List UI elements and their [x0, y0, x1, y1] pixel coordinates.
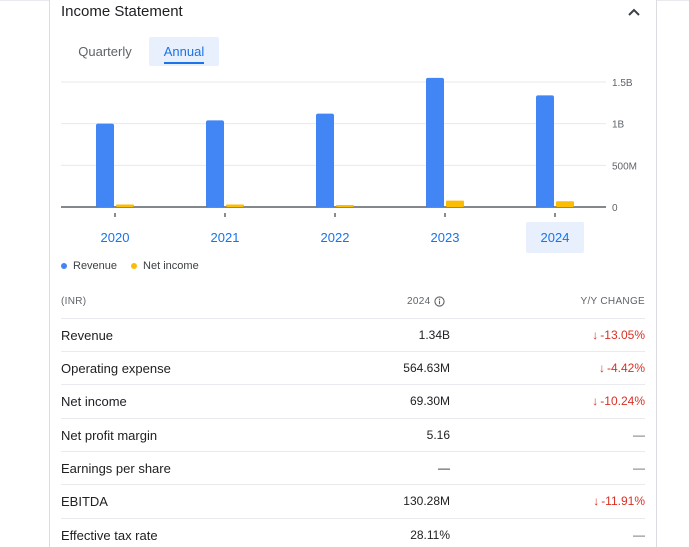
row-change-value: -13.05%: [600, 328, 645, 342]
table-header: (INR) 2024 Y/Y CHANGE: [61, 296, 645, 310]
row-label: EBITDA: [61, 494, 108, 509]
revenue-bar[interactable]: [316, 113, 334, 207]
table-row: EBITDA 130.28M ↓ -11.91%: [61, 484, 645, 517]
row-label: Earnings per share: [61, 461, 171, 476]
y-tick-label: 500M: [612, 161, 637, 172]
tab-annual[interactable]: Annual: [149, 37, 219, 66]
row-change: —: [633, 461, 645, 475]
row-label: Net profit margin: [61, 428, 158, 443]
row-label: Revenue: [61, 328, 114, 343]
year-label: 2024: [540, 230, 570, 245]
info-icon[interactable]: [434, 296, 446, 307]
net-income-bar[interactable]: [446, 200, 464, 207]
row-value: 564.63M: [403, 361, 450, 375]
active-tab-indicator: [164, 62, 204, 64]
year-button-2022[interactable]: 2022: [306, 222, 364, 253]
arrow-down-icon: ↓: [592, 328, 599, 342]
row-change: ↓ -11.91%: [593, 494, 645, 508]
net-income-bar[interactable]: [226, 204, 244, 208]
y-tick-label: 0: [612, 203, 618, 214]
row-change-value: —: [633, 428, 645, 442]
legend-net-income-label: Net income: [143, 260, 199, 272]
year-label: 2023: [430, 230, 460, 245]
legend-net-income: Net income: [131, 260, 199, 272]
y-tick-label: 1.5B: [612, 78, 633, 89]
row-change: ↓ -10.24%: [592, 394, 645, 408]
row-change-value: -4.42%: [606, 361, 645, 375]
year-label: 2022: [320, 230, 350, 245]
collapse-button[interactable]: [624, 5, 644, 19]
revenue-bar[interactable]: [426, 77, 444, 207]
chevron-up-icon: [628, 8, 640, 16]
row-change: —: [633, 528, 645, 542]
year-button-2024[interactable]: 2024: [526, 222, 584, 253]
year-header: 2024: [407, 296, 446, 307]
income-statement-card: [49, 0, 657, 547]
table-row: Revenue 1.34B ↓ -13.05%: [61, 318, 645, 351]
income-bar-chart: 0 500M 1B 1.5B: [61, 77, 637, 217]
row-value: 130.28M: [403, 494, 450, 508]
revenue-bar[interactable]: [206, 120, 224, 207]
row-value: 28.11%: [410, 528, 450, 542]
arrow-down-icon: ↓: [593, 494, 600, 508]
row-label: Effective tax rate: [61, 528, 158, 543]
revenue-bar[interactable]: [96, 123, 114, 207]
y-tick-label: 1B: [612, 120, 625, 131]
table-row: Net income 69.30M ↓ -10.24%: [61, 384, 645, 417]
currency-header: (INR): [61, 296, 87, 307]
year-header-label: 2024: [407, 296, 431, 307]
row-change-value: —: [633, 528, 645, 542]
table-row: Operating expense 564.63M ↓ -4.42%: [61, 351, 645, 384]
arrow-down-icon: ↓: [598, 361, 605, 375]
tab-quarterly-label: Quarterly: [78, 44, 132, 59]
revenue-bar[interactable]: [536, 95, 554, 207]
table-row: Net profit margin 5.16 —: [61, 418, 645, 451]
row-change-value: —: [633, 461, 645, 475]
row-value: 5.16: [426, 428, 450, 442]
change-header: Y/Y CHANGE: [580, 296, 645, 307]
year-label: 2021: [210, 230, 240, 245]
row-change: —: [633, 428, 645, 442]
year-button-2020[interactable]: 2020: [86, 222, 144, 253]
row-label: Operating expense: [61, 361, 171, 376]
row-value: 69.30M: [409, 394, 450, 408]
tab-quarterly[interactable]: Quarterly: [66, 37, 144, 66]
year-label: 2020: [100, 230, 130, 245]
row-label: Net income: [61, 394, 127, 409]
table-row: Earnings per share — —: [61, 451, 645, 484]
revenue-dot-icon: [61, 263, 67, 269]
year-button-2021[interactable]: 2021: [196, 222, 254, 253]
row-value: 1.34B: [418, 328, 450, 342]
row-value: —: [438, 461, 450, 475]
row-change: ↓ -4.42%: [599, 361, 645, 375]
net-income-bar[interactable]: [556, 201, 574, 207]
net-income-dot-icon: [131, 263, 138, 269]
section-title: Income Statement: [61, 3, 183, 20]
legend-revenue-label: Revenue: [73, 260, 118, 272]
row-change: ↓ -13.05%: [592, 328, 645, 342]
net-income-bar[interactable]: [116, 204, 134, 208]
tab-annual-label: Annual: [163, 44, 205, 59]
arrow-down-icon: ↓: [592, 394, 599, 408]
legend-revenue: Revenue: [61, 260, 117, 272]
net-income-bar[interactable]: [336, 205, 354, 207]
row-change-value: -10.24%: [600, 394, 645, 408]
chart-legend: Revenue Net income: [61, 260, 199, 272]
year-button-2023[interactable]: 2023: [416, 222, 474, 253]
table-row: Effective tax rate 28.11% —: [61, 518, 645, 547]
row-change-value: -11.91%: [601, 494, 645, 508]
